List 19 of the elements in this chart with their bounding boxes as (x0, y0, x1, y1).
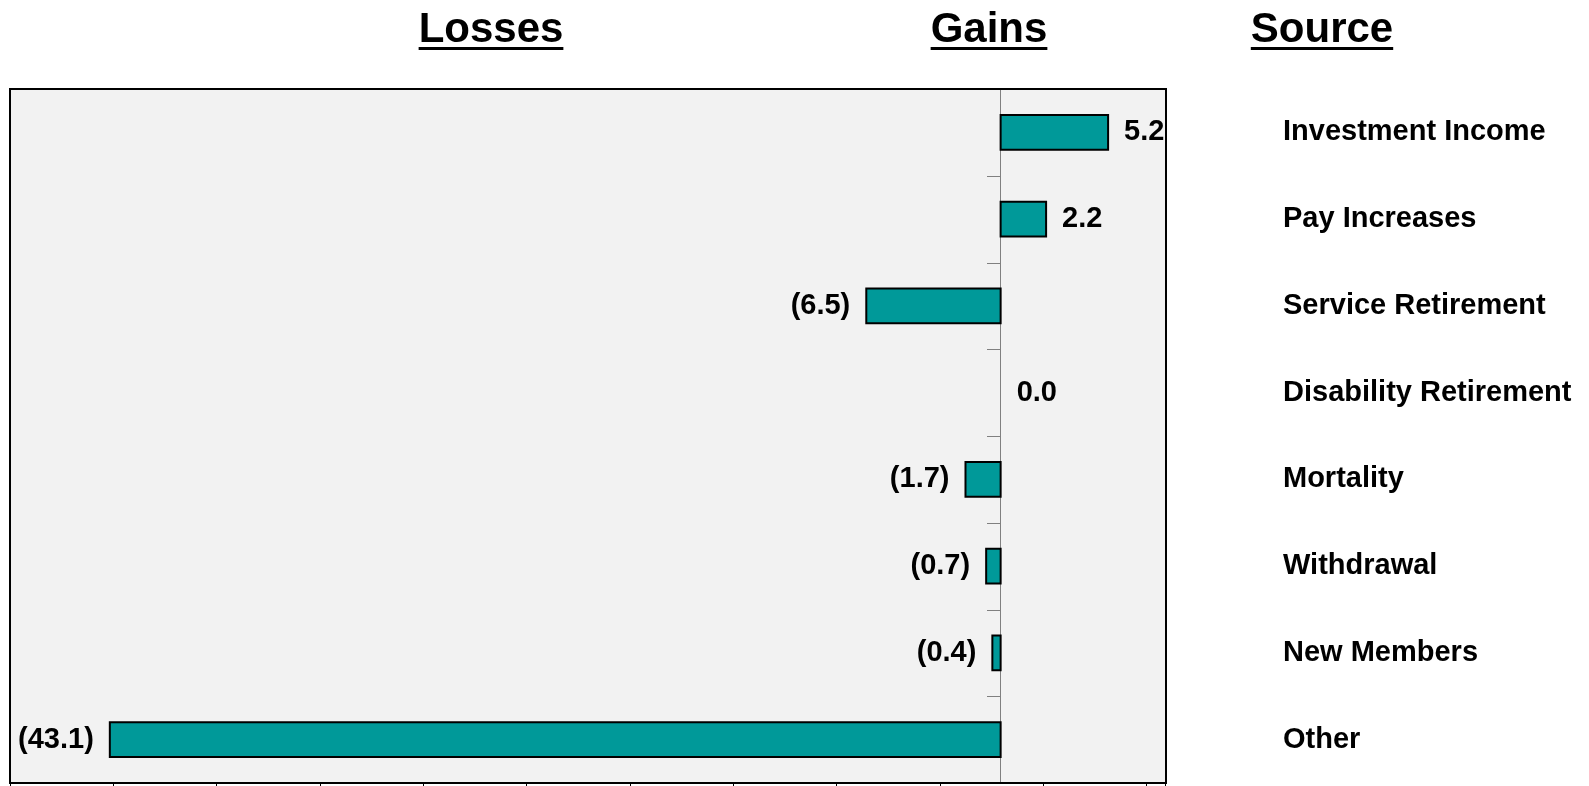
y-tick-label: Service Retirement (1283, 287, 1547, 320)
y-tick-label: Investment Income (1283, 114, 1546, 147)
data-label: (0.4) (916, 634, 977, 667)
y-axis-title: Source (1250, 4, 1394, 51)
data-label: (1.7) (889, 461, 950, 494)
text: Gains (930, 4, 1048, 51)
data-label: (0.7) (910, 548, 971, 581)
y-tick-label: Disability Retirement (1283, 374, 1572, 407)
data-label: (6.5) (790, 287, 851, 320)
data-label: 2.2 (1062, 201, 1103, 234)
data-label: 0.0 (1016, 374, 1057, 407)
y-tick-label: Pay Increases (1283, 201, 1477, 234)
y-tick-label: Withdrawal (1283, 548, 1438, 581)
y-tick-label: Other (1283, 721, 1361, 754)
data-label: (43.1) (18, 721, 94, 754)
data-label: 5.2 (1124, 114, 1165, 147)
y-tick-label: New Members (1283, 634, 1479, 667)
text: Losses (418, 4, 564, 51)
y-tick-label: Mortality (1283, 461, 1404, 494)
